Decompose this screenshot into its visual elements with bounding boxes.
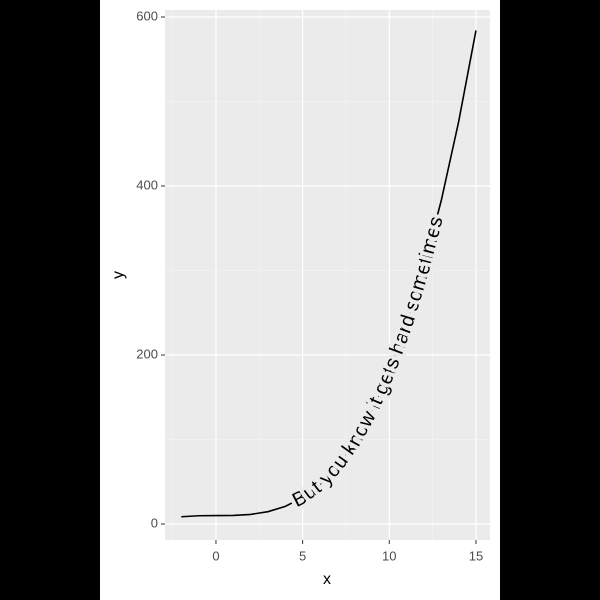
x-tick-label: 5 xyxy=(299,548,306,563)
x-axis-title: x xyxy=(323,571,331,588)
x-tick-label: 15 xyxy=(469,548,483,563)
panel xyxy=(165,10,490,540)
line xyxy=(181,30,477,518)
x-tick-label: 0 xyxy=(212,548,219,563)
y-tick-label: 0 xyxy=(151,515,158,530)
y-axis-title: y xyxy=(110,271,127,279)
grid xyxy=(165,10,490,540)
y-tick-label: 200 xyxy=(136,346,158,361)
x-tick-label: 10 xyxy=(382,548,396,563)
y-tick-label: 600 xyxy=(136,8,158,23)
y-tick-label: 400 xyxy=(136,177,158,192)
